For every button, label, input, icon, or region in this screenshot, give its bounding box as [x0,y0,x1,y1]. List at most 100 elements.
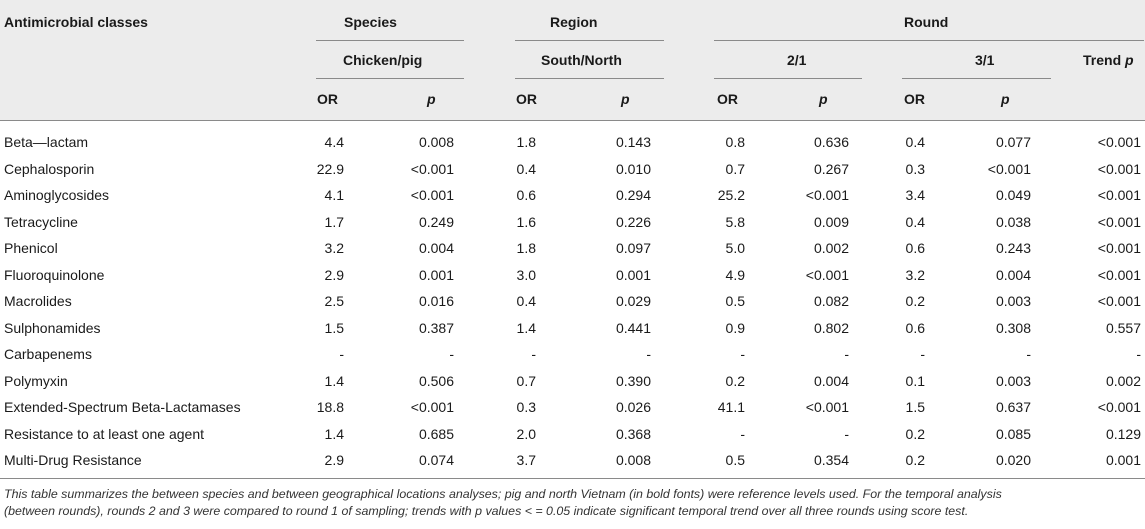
row-trend-p: <0.001 [1097,213,1141,230]
header-species: Species [344,14,397,30]
table-row: Resistance to at least one agent 1.4 0.685… [0,421,1145,447]
header-trend-p: Trend p [1083,52,1134,68]
row-round2-p: <0.001 [805,399,849,415]
row-species-or: 1.5 [324,319,344,336]
row-round2-or: 25.2 [717,187,745,203]
row-round3-or: 0.6 [905,240,925,256]
row-region-or: 0.7 [516,372,536,389]
row-round2-or: 0.5 [725,293,745,309]
row-species-p: 0.387 [418,319,454,336]
table-footnote: This table summarizes the between specie… [4,486,1142,520]
table-row: Tetracycline 1.7 0.249 1.6 0.226 5.8 0.009 0.4 0… [0,209,1145,235]
row-class-name: Cephalosporin [4,160,95,177]
row-round2-p: 0.004 [813,372,849,389]
row-species-or: 1.4 [324,372,344,389]
south-north-rule [515,78,664,79]
row-region-p: 0.008 [615,452,651,468]
row-region-or: 0.3 [516,399,536,415]
row-round2-p: 0.354 [813,452,849,468]
row-round3-or: 0.4 [905,213,925,230]
row-species-p: 0.506 [418,372,454,389]
row-round3-or: 3.4 [905,187,925,203]
row-region-or: 1.8 [516,134,536,150]
row-region-or: - [531,346,536,362]
row-round2-or: 0.8 [725,134,745,150]
row-round3-p: 0.049 [995,187,1031,203]
row-species-or: 18.8 [316,399,344,415]
row-round2-or: 41.1 [717,399,745,415]
table-row: Sulphonamides 1.5 0.387 1.4 0.441 0.9 0.802 0.6… [0,315,1145,341]
row-species-p: 0.016 [418,293,454,309]
row-round2-p: 0.082 [813,293,849,309]
row-region-p: 0.001 [615,266,651,283]
row-trend-p: 0.129 [1105,425,1141,442]
row-trend-p: 0.002 [1105,372,1141,389]
row-species-p: <0.001 [410,160,454,177]
row-round3-p: 0.020 [995,452,1031,468]
header-p-round3: p [1001,91,1010,107]
row-round2-p: <0.001 [805,187,849,203]
round-3-1-rule [902,78,1051,79]
row-class-name: Tetracycline [4,213,78,230]
species-rule [316,40,464,41]
row-round3-or: 0.1 [905,372,925,389]
header-p-round2: p [819,91,828,107]
row-round2-or: 0.9 [725,319,745,336]
footnote-line-2: (between rounds), rounds 2 and 3 were co… [4,504,969,518]
row-class-name: Carbapenems [4,346,92,362]
row-round3-p: 0.038 [995,213,1031,230]
row-round3-or: 3.2 [905,266,925,283]
row-round2-p: 0.267 [813,160,849,177]
row-species-or: - [339,346,344,362]
table-header: Antimicrobial classes Species Region Rou… [0,0,1145,120]
row-region-p: 0.029 [615,293,651,309]
row-species-p: 0.074 [418,452,454,468]
row-round3-or: - [920,346,925,362]
table-row: Fluoroquinolone 2.9 0.001 3.0 0.001 4.9 <0.001… [0,262,1145,288]
row-round3-or: 0.2 [905,452,925,468]
header-round-2-1: 2/1 [787,52,807,68]
row-species-p: - [449,346,454,362]
table-bottom-rule [0,478,1145,479]
header-or-species: OR [317,91,338,107]
header-or-round3: OR [904,91,925,107]
row-region-or: 1.8 [516,240,536,256]
table-row: Polymyxin 1.4 0.506 0.7 0.390 0.2 0.004 0.1 0.00… [0,368,1145,394]
row-round2-or: 5.8 [725,213,745,230]
header-round: Round [904,14,949,30]
chicken-pig-rule [316,78,464,79]
row-round3-p: 0.243 [995,240,1031,256]
round-rule [714,40,1144,41]
row-class-name: Resistance to at least one agent [4,425,205,442]
row-trend-p: <0.001 [1097,240,1141,256]
table-row: Multi-Drug Resistance 2.9 0.074 3.7 0.008 0.5… [0,447,1145,473]
row-round3-or: 0.4 [905,134,925,150]
row-species-or: 2.9 [324,266,344,283]
footnote-line-1: This table summarizes the between specie… [4,487,1002,501]
row-round3-p: 0.637 [995,399,1031,415]
row-species-p: <0.001 [410,399,454,415]
row-round2-p: 0.802 [813,319,849,336]
row-class-name: Beta—lactam [4,134,89,150]
row-species-or: 3.2 [324,240,344,256]
row-round3-p: 0.085 [995,425,1031,442]
row-species-p: 0.001 [418,266,454,283]
row-round3-p: - [1026,346,1031,362]
row-class-name: Aminoglycosides [4,187,110,203]
row-round3-p: 0.003 [995,372,1031,389]
row-class-name: Polymyxin [4,372,68,389]
header-or-round2: OR [717,91,738,107]
row-trend-p: <0.001 [1097,187,1141,203]
row-round3-or: 0.3 [905,160,925,177]
row-trend-p: 0.001 [1105,452,1141,468]
row-class-name: Sulphonamides [4,319,101,336]
row-round2-or: - [740,425,745,442]
row-round3-p: 0.004 [995,266,1031,283]
row-round3-p: 0.077 [995,134,1031,150]
row-species-or: 22.9 [316,160,344,177]
row-trend-p: <0.001 [1097,293,1141,309]
row-region-p: 0.010 [615,160,651,177]
row-region-p: 0.097 [615,240,651,256]
row-species-or: 1.7 [324,213,344,230]
